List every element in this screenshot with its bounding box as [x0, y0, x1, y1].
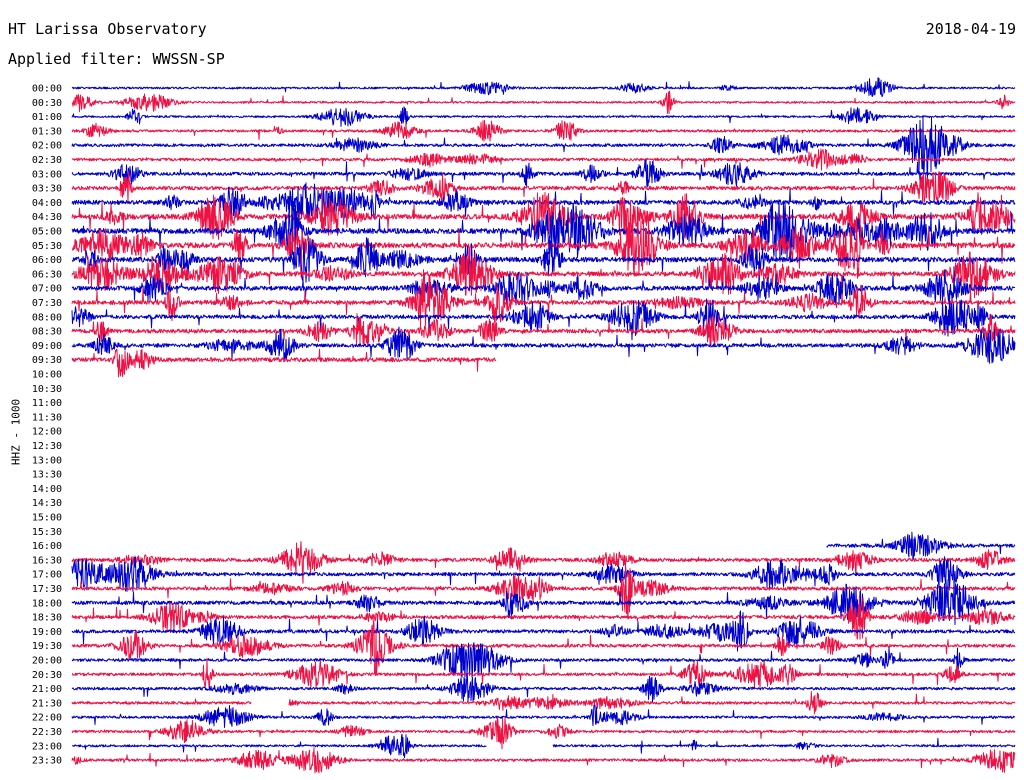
- time-tick-label: 10:30: [32, 384, 62, 395]
- trace-line: [71, 704, 1016, 728]
- trace-line: [826, 531, 1016, 561]
- trace-line: [71, 658, 1016, 690]
- date-label: 2018-04-19: [925, 20, 1016, 38]
- trace-line: [71, 159, 1016, 188]
- time-tick-label: 02:00: [32, 141, 62, 152]
- trace-line: [71, 564, 1016, 620]
- time-tick-label: 04:30: [32, 212, 62, 223]
- time-tick-label: 04:00: [32, 198, 62, 209]
- time-tick-label: 15:30: [32, 527, 62, 538]
- time-tick-label: 11:30: [32, 412, 62, 423]
- trace-line: [71, 269, 1016, 328]
- time-tick-label: 07:00: [32, 284, 62, 295]
- time-tick-label: 01:00: [32, 112, 62, 123]
- observatory-title: HT Larissa Observatory: [8, 20, 207, 38]
- trace-line: [552, 737, 1016, 754]
- time-tick-label: 17:30: [32, 584, 62, 595]
- time-tick-label: 23:30: [32, 756, 62, 767]
- time-tick-label: 20:30: [32, 670, 62, 681]
- time-tick-label: 14:00: [32, 484, 62, 495]
- trace-line: [71, 747, 1016, 774]
- trace-line: [71, 119, 1016, 142]
- trace-line: [71, 77, 1016, 98]
- trace-line: [71, 620, 1016, 675]
- trace-line: [71, 642, 1016, 678]
- time-tick-label: 09:00: [32, 341, 62, 352]
- time-tick-label: 09:30: [32, 355, 62, 366]
- channel-label-text: HHZ - 1000: [9, 398, 23, 466]
- time-tick-label: 07:30: [32, 298, 62, 309]
- time-tick-label: 18:30: [32, 613, 62, 624]
- time-tick-label: 05:00: [32, 227, 62, 238]
- trace-line: [71, 578, 1016, 625]
- time-tick-label: 00:30: [32, 98, 62, 109]
- trace-line: [71, 541, 1016, 584]
- time-tick-label: 08:30: [32, 327, 62, 338]
- time-tick-label: 13:00: [32, 455, 62, 466]
- trace-line: [71, 237, 1016, 283]
- trace-line: [71, 348, 497, 378]
- trace-line: [71, 171, 1016, 205]
- time-tick-label: 19:00: [32, 627, 62, 638]
- trace-line: [71, 106, 1015, 127]
- trace-lines: [71, 77, 1016, 774]
- time-tick-label: 10:00: [32, 370, 62, 381]
- time-tick-label: 15:00: [32, 513, 62, 524]
- trace-line: [71, 716, 1016, 750]
- trace-line: [71, 115, 1016, 179]
- trace-line: [71, 595, 1016, 640]
- trace-line: [71, 313, 1016, 347]
- trace-line: [71, 90, 1016, 115]
- time-tick-label: 13:30: [32, 470, 62, 481]
- time-tick-label: 03:30: [32, 184, 62, 195]
- trace-line: [71, 733, 487, 759]
- time-tick-label: 12:30: [32, 441, 62, 452]
- time-tick-label: 06:30: [32, 269, 62, 280]
- time-tick-label: 03:00: [32, 169, 62, 180]
- time-tick-label: 22:30: [32, 727, 62, 738]
- time-tick-label: 06:00: [32, 255, 62, 266]
- time-tick-label: 18:00: [32, 598, 62, 609]
- trace-line: [71, 251, 1016, 299]
- time-tick-label: 20:00: [32, 656, 62, 667]
- time-tick-label: 12:00: [32, 427, 62, 438]
- time-tick-label: 16:30: [32, 555, 62, 566]
- time-tick-label: 08:00: [32, 312, 62, 323]
- time-tick-label: 22:00: [32, 713, 62, 724]
- trace-line: [71, 296, 1016, 341]
- time-tick-label: 05:30: [32, 241, 62, 252]
- time-tick-label: 23:00: [32, 741, 62, 752]
- time-tick-label: 00:00: [32, 84, 62, 95]
- trace-line: [71, 266, 1016, 306]
- trace-line: [71, 187, 1016, 240]
- trace-line: [288, 691, 1016, 715]
- time-tick-label: 14:30: [32, 498, 62, 509]
- time-tick-label: 17:00: [32, 570, 62, 581]
- time-tick-label: 19:30: [32, 641, 62, 652]
- trace-line: [71, 556, 1016, 593]
- time-tick-label: 02:30: [32, 155, 62, 166]
- tick-labels: 00:00 00:30 01:00 01:30 02:00 02:30 03:00 03:30…: [32, 84, 62, 767]
- trace-line: [71, 610, 1016, 652]
- time-tick-label: 01:30: [32, 126, 62, 137]
- trace-line: [71, 195, 1016, 262]
- trace-line: [71, 326, 1016, 364]
- trace-line: [71, 182, 1016, 221]
- trace-line: [71, 148, 1016, 171]
- trace-line: [71, 214, 1016, 279]
- trace-line: [71, 671, 1016, 704]
- trace-line: [71, 698, 252, 705]
- time-tick-label: 11:00: [32, 398, 62, 409]
- time-tick-label: 21:00: [32, 684, 62, 695]
- time-tick-label: 16:00: [32, 541, 62, 552]
- channel-axis-label: HHZ - 1000: [4, 399, 28, 465]
- filter-label: Applied filter: WWSSN-SP: [8, 50, 225, 68]
- time-tick-label: 21:30: [32, 698, 62, 709]
